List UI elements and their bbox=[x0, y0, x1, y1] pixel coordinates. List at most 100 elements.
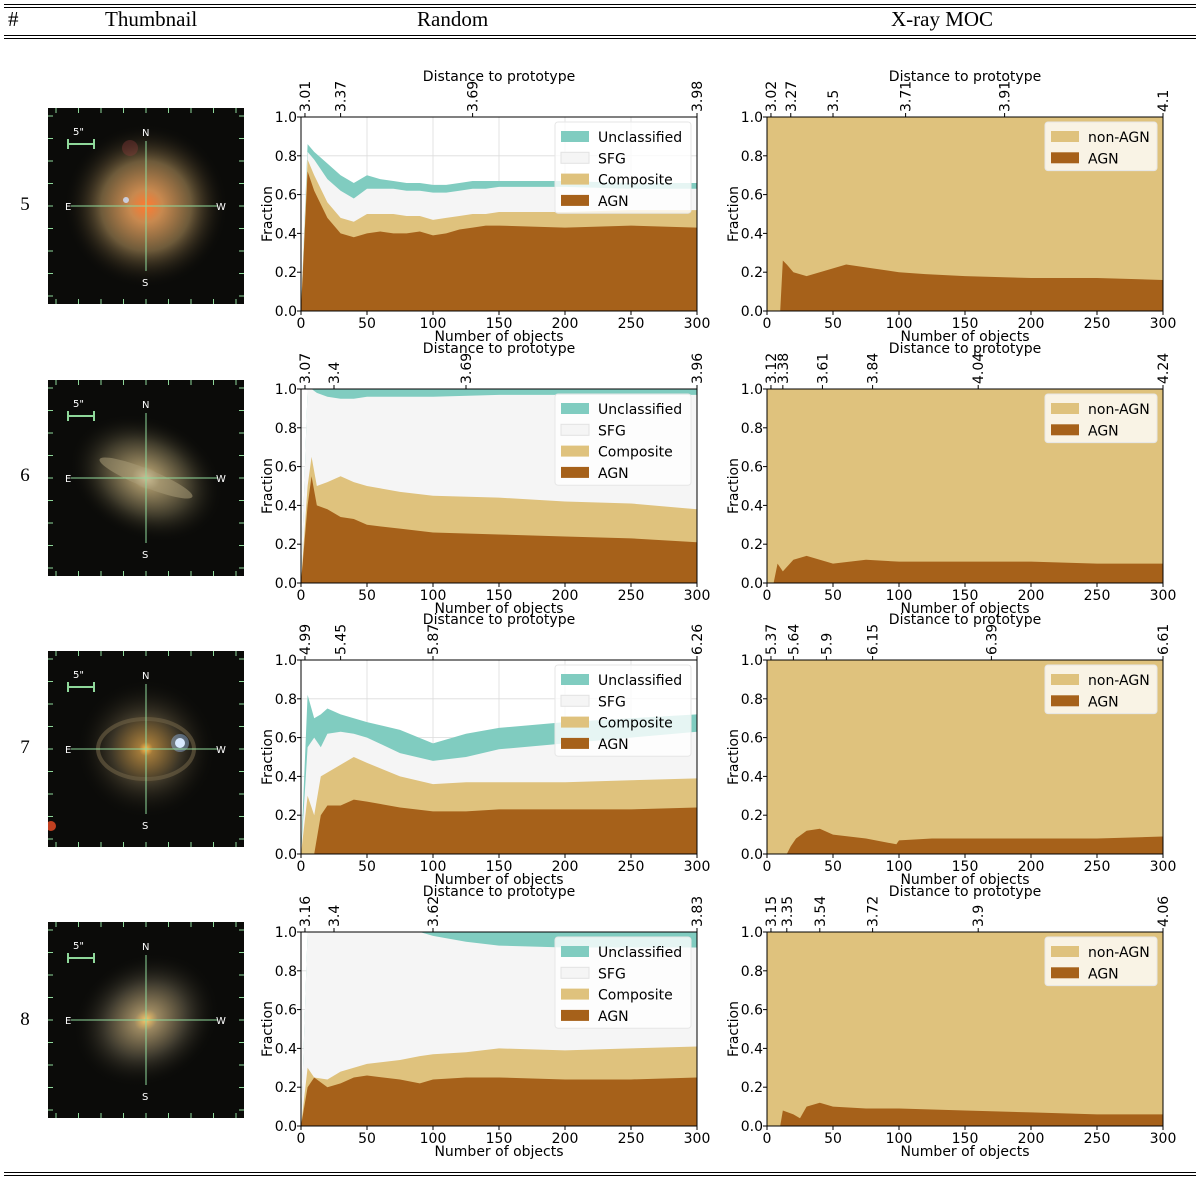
table-top-rule bbox=[4, 4, 1196, 5]
x-tick-label: 100 bbox=[886, 316, 913, 332]
top-tick-label: 6.61 bbox=[1156, 624, 1172, 655]
legend-label: Unclassified bbox=[598, 130, 682, 146]
compass-label-w: W bbox=[216, 202, 226, 213]
row-number: 6 bbox=[20, 465, 30, 486]
legend-label: non-AGN bbox=[1088, 673, 1150, 689]
x-tick-label: 200 bbox=[552, 588, 579, 604]
chart-random-row-5: 0.0 0.2 0.4 0.6 0.8 1.0 0 50 100 150 200 250 300 3.01… bbox=[260, 69, 710, 345]
x-tick-label: 100 bbox=[420, 859, 447, 875]
x-tick-label: 50 bbox=[824, 1131, 842, 1147]
top-tick-label: 5.9 bbox=[819, 633, 835, 655]
galaxy-thumbnail: 5" N S E W bbox=[48, 108, 244, 304]
top-axis-title: Distance to prototype bbox=[889, 884, 1041, 900]
area-agn bbox=[301, 1075, 697, 1126]
x-tick-label: 100 bbox=[420, 588, 447, 604]
legend-label: AGN bbox=[1088, 423, 1119, 439]
y-tick-label: 0.0 bbox=[741, 847, 763, 863]
y-tick-label: 0.4 bbox=[275, 498, 297, 514]
y-tick-label: 1.0 bbox=[275, 382, 297, 398]
x-tick-label: 250 bbox=[618, 859, 645, 875]
area-agn bbox=[301, 171, 697, 311]
legend-swatch bbox=[1051, 424, 1079, 436]
x-tick-label: 300 bbox=[1150, 316, 1177, 332]
top-axis-title: Distance to prototype bbox=[423, 341, 575, 357]
y-tick-label: 0.4 bbox=[741, 498, 763, 514]
x-axis-label: Number of objects bbox=[434, 601, 563, 617]
top-tick-label: 6.39 bbox=[984, 624, 1000, 655]
y-tick-label: 0.6 bbox=[275, 188, 297, 204]
y-tick-label: 0.0 bbox=[275, 1119, 297, 1135]
x-tick-label: 300 bbox=[1150, 1131, 1177, 1147]
legend-label: AGN bbox=[1088, 694, 1119, 710]
x-tick-label: 300 bbox=[1150, 588, 1177, 604]
galaxy-thumbnail: 5" N S E W bbox=[48, 651, 244, 847]
top-tick-label: 5.45 bbox=[334, 624, 350, 655]
chart-xray-row-5: 0.0 0.2 0.4 0.6 0.8 1.0 0 50 100 150 200 250 300 3.02… bbox=[726, 69, 1177, 345]
y-tick-label: 1.0 bbox=[275, 925, 297, 941]
legend-label: non-AGN bbox=[1088, 945, 1150, 961]
legend-swatch bbox=[561, 946, 589, 957]
x-tick-label: 200 bbox=[1018, 859, 1045, 875]
x-tick-label: 200 bbox=[1018, 1131, 1045, 1147]
legend-label: AGN bbox=[1088, 151, 1119, 167]
legend-swatch bbox=[561, 403, 589, 414]
legend-swatch bbox=[1051, 131, 1079, 142]
top-tick-label: 3.54 bbox=[813, 896, 829, 927]
top-tick-label: 3.61 bbox=[815, 353, 831, 384]
y-tick-label: 0.0 bbox=[741, 576, 763, 592]
legend-swatch bbox=[561, 131, 589, 142]
compass-label-n: N bbox=[142, 942, 149, 953]
header-rule bbox=[4, 38, 1196, 39]
compass-label-s: S bbox=[142, 1092, 148, 1103]
y-tick-label: 0.2 bbox=[741, 537, 763, 553]
chart-random-row-7: 0.0 0.2 0.4 0.6 0.8 1.0 0 50 100 150 200 250 300 4.99… bbox=[260, 612, 710, 888]
x-axis-label: Number of objects bbox=[900, 872, 1029, 888]
legend-box bbox=[554, 664, 692, 757]
top-axis-title: Distance to prototype bbox=[889, 341, 1041, 357]
y-tick-label: 0.8 bbox=[741, 421, 763, 437]
x-tick-label: 250 bbox=[1084, 859, 1111, 875]
x-tick-label: 0 bbox=[297, 859, 306, 875]
top-tick-label: 3.62 bbox=[426, 896, 442, 927]
y-tick-label: 1.0 bbox=[741, 382, 763, 398]
top-tick-label: 4.24 bbox=[1156, 353, 1172, 384]
compass-label-scale: 5" bbox=[73, 941, 84, 952]
legend-label: non-AGN bbox=[1088, 130, 1150, 146]
x-tick-label: 100 bbox=[420, 316, 447, 332]
compass-label-n: N bbox=[142, 671, 149, 682]
chart-random-row-8: 0.0 0.2 0.4 0.6 0.8 1.0 0 50 100 150 200 250 300 3.16… bbox=[260, 884, 710, 1160]
area-agn bbox=[767, 260, 1163, 311]
chart-xray-row-6: 0.0 0.2 0.4 0.6 0.8 1.0 0 50 100 150 200 250 300 3.12… bbox=[726, 341, 1177, 617]
top-tick-label: 3.69 bbox=[466, 81, 482, 112]
y-axis-label: Fraction bbox=[260, 1001, 276, 1057]
top-tick-label: 3.15 bbox=[764, 896, 780, 927]
y-tick-label: 0.4 bbox=[741, 1041, 763, 1057]
y-tick-label: 0.4 bbox=[275, 769, 297, 785]
x-tick-label: 200 bbox=[552, 859, 579, 875]
y-tick-label: 0.2 bbox=[275, 537, 297, 553]
legend-swatch bbox=[561, 194, 589, 206]
y-tick-label: 1.0 bbox=[741, 110, 763, 126]
x-axis-label: Number of objects bbox=[434, 1144, 563, 1160]
legend-swatch bbox=[561, 737, 589, 749]
y-tick-label: 0.8 bbox=[275, 692, 297, 708]
y-tick-label: 0.0 bbox=[741, 304, 763, 320]
y-tick-label: 0.8 bbox=[275, 149, 297, 165]
y-tick-label: 0.0 bbox=[275, 304, 297, 320]
compass-label-scale: 5" bbox=[73, 127, 84, 138]
compass-label-e: E bbox=[65, 1016, 71, 1027]
legend-swatch bbox=[561, 445, 589, 457]
y-tick-label: 0.4 bbox=[275, 1041, 297, 1057]
x-tick-label: 50 bbox=[824, 588, 842, 604]
x-tick-label: 250 bbox=[1084, 1131, 1111, 1147]
legend-label: Unclassified bbox=[598, 402, 682, 418]
legend-swatch bbox=[560, 423, 590, 436]
y-tick-label: 0.4 bbox=[741, 769, 763, 785]
y-axis-label: Fraction bbox=[260, 186, 276, 242]
x-tick-label: 250 bbox=[1084, 316, 1111, 332]
legend-label: AGN bbox=[598, 194, 629, 210]
compass-label-w: W bbox=[216, 1016, 226, 1027]
legend-swatch bbox=[1051, 695, 1079, 707]
y-tick-label: 0.6 bbox=[741, 1003, 763, 1019]
y-tick-label: 0.6 bbox=[741, 460, 763, 476]
